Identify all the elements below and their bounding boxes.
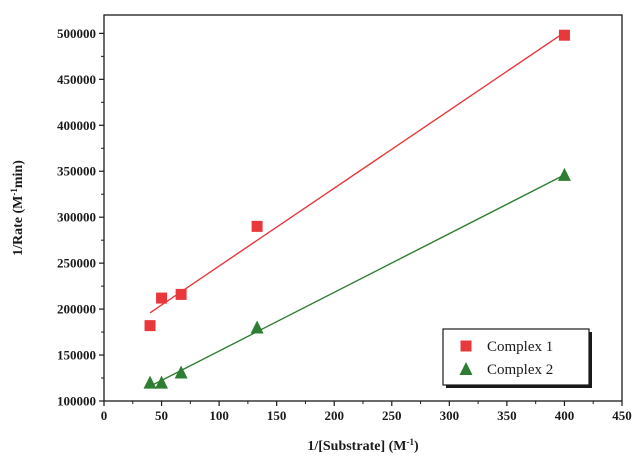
point-series-1 — [558, 29, 570, 41]
point-series-2 — [155, 375, 169, 389]
y-tick-label: 100000 — [57, 394, 96, 409]
data-markers — [143, 29, 571, 389]
point-series-1 — [175, 288, 187, 300]
y-tick-label: 450000 — [57, 72, 96, 87]
x-tick-label: 350 — [497, 408, 517, 423]
point-series-1 — [251, 220, 263, 232]
y-tick-label: 400000 — [57, 118, 96, 133]
x-axis-title-sup: -1 — [406, 437, 414, 447]
x-tick-label: 450 — [612, 408, 632, 423]
x-tick-label: 300 — [440, 408, 460, 423]
fit-lines — [149, 31, 565, 387]
axes: 0 50 100 150 200 250 300 350 400 450 100000 150000 2… — [57, 14, 632, 423]
legend: Complex 1 Complex 2 — [442, 328, 592, 388]
y-tick-label: 250000 — [57, 256, 96, 271]
point-series-2 — [557, 167, 571, 181]
x-axis-title-end: ) — [414, 439, 419, 454]
legend-marker-series-1 — [460, 340, 472, 352]
fit-line-series-2 — [149, 174, 565, 387]
x-tick-label: 200 — [324, 408, 344, 423]
x-tick-label: 250 — [382, 408, 402, 423]
x-tick-label: 50 — [155, 408, 168, 423]
point-series-1 — [144, 320, 156, 332]
legend-box — [442, 328, 590, 386]
legend-label-series-2: Complex 2 — [487, 362, 553, 378]
point-series-2 — [250, 320, 264, 334]
x-tick-label: 0 — [101, 408, 108, 423]
y-axis-title-end: min) — [11, 160, 26, 188]
x-tick-label: 400 — [555, 408, 575, 423]
x-tick-label: 100 — [209, 408, 229, 423]
y-tick-label: 500000 — [57, 26, 96, 41]
fit-line-series-1 — [149, 31, 565, 314]
y-tick-label: 300000 — [57, 210, 96, 225]
y-tick-label: 200000 — [57, 302, 96, 317]
y-axis-title: 1/Rate (M-1min) — [9, 160, 26, 256]
legend-marker-series-2 — [459, 362, 473, 375]
y-tick-label: 350000 — [57, 164, 96, 179]
x-axis-title: 1/[Substrate] (M-1) — [307, 437, 419, 454]
point-series-1 — [156, 292, 168, 304]
point-series-2 — [174, 365, 188, 379]
x-axis-title-main: 1/[Substrate] (M — [307, 439, 406, 454]
y-axis-title-main: 1/Rate (M — [11, 196, 26, 256]
legend-label-series-1: Complex 1 — [487, 339, 553, 355]
x-tick-label: 150 — [267, 408, 287, 423]
y-tick-label: 150000 — [57, 348, 96, 363]
y-axis-title-sup: -1 — [9, 188, 19, 196]
point-series-2 — [143, 375, 157, 389]
